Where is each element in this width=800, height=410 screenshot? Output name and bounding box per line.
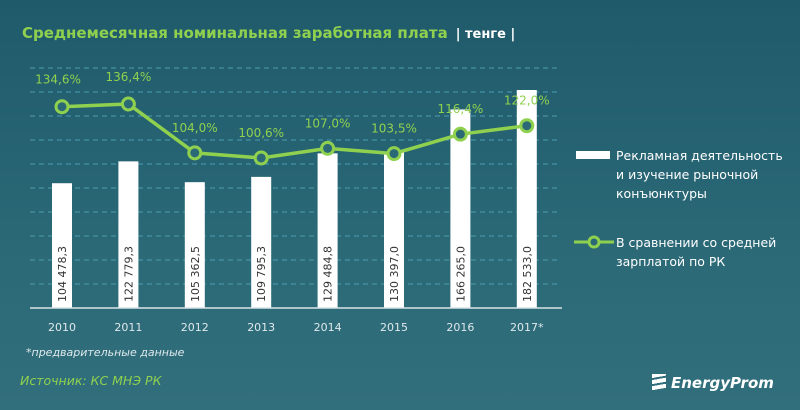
bar-label: 105 362,5 bbox=[189, 246, 202, 302]
logo-text: EnergyProm bbox=[671, 374, 774, 392]
legend-text: зарплатой по РК bbox=[616, 254, 726, 269]
line-label: 136,4% bbox=[106, 70, 152, 84]
x-tick-label: 2012 bbox=[181, 321, 209, 334]
logo: EnergyProm bbox=[652, 374, 774, 392]
line-point bbox=[452, 126, 468, 142]
unit-label: | тенге | bbox=[455, 27, 516, 42]
x-tick-label: 2014 bbox=[314, 321, 342, 334]
legend-text: и изучение рыночной bbox=[616, 167, 759, 182]
source: Источник: КС МНЭ РК bbox=[20, 373, 162, 388]
legend-text: В сравнении со средней bbox=[616, 235, 777, 250]
line-label: 103,5% bbox=[371, 122, 417, 136]
line-label: 116,4% bbox=[438, 102, 484, 116]
legend-bar-swatch bbox=[576, 151, 610, 159]
x-tick-label: 2017* bbox=[510, 321, 544, 334]
bar bbox=[118, 161, 139, 308]
bar-label: 104 478,3 bbox=[56, 246, 69, 302]
line-point bbox=[320, 140, 336, 156]
chart-title: Среднемесячная номинальная заработная пл… bbox=[22, 24, 515, 42]
legend-line: В сравнении со средней зарплатой по РК bbox=[616, 233, 776, 271]
x-tick-label: 2011 bbox=[114, 321, 142, 334]
x-tick-label: 2013 bbox=[247, 321, 275, 334]
bar bbox=[52, 183, 72, 308]
bar bbox=[317, 153, 338, 308]
bar bbox=[516, 90, 537, 308]
bar-label: 166 265,0 bbox=[454, 246, 467, 302]
series-line bbox=[61, 102, 528, 160]
line-label: 122,0% bbox=[504, 94, 550, 108]
legend-bar: Рекламная деятельность и изучение рыночно… bbox=[616, 146, 783, 203]
line-label: 100,6% bbox=[238, 126, 284, 140]
line-point bbox=[253, 150, 269, 166]
x-tick-label: 2010 bbox=[48, 321, 76, 334]
logo-icon bbox=[652, 374, 666, 390]
bar bbox=[384, 152, 404, 308]
line-label: 104,0% bbox=[172, 121, 218, 135]
bar-label: 109 795,3 bbox=[255, 246, 268, 302]
bar bbox=[251, 176, 272, 308]
x-tick-label: 2015 bbox=[380, 321, 408, 334]
legend-marker-icon bbox=[587, 235, 601, 249]
bar-label: 122 779,3 bbox=[122, 246, 135, 302]
line-point bbox=[386, 146, 402, 162]
title-text: Среднемесячная номинальная заработная пл… bbox=[22, 24, 448, 42]
line-point bbox=[54, 99, 70, 115]
legend-text: Рекламная деятельность bbox=[616, 148, 783, 163]
legend-text: конъюнктуры bbox=[616, 186, 707, 201]
line-point bbox=[519, 118, 535, 134]
line-label: 134,6% bbox=[35, 73, 81, 87]
bar-label: 130 397,0 bbox=[388, 246, 401, 302]
line-point bbox=[187, 145, 203, 161]
footnote: *предварительные данные bbox=[26, 346, 185, 359]
bar-label: 129 484,8 bbox=[322, 246, 335, 302]
line-label: 107,0% bbox=[305, 116, 351, 130]
line-point bbox=[120, 96, 136, 112]
x-tick-label: 2016 bbox=[446, 321, 474, 334]
bar bbox=[450, 109, 471, 308]
bar-label: 182 533,0 bbox=[521, 246, 534, 302]
bar bbox=[184, 182, 205, 308]
